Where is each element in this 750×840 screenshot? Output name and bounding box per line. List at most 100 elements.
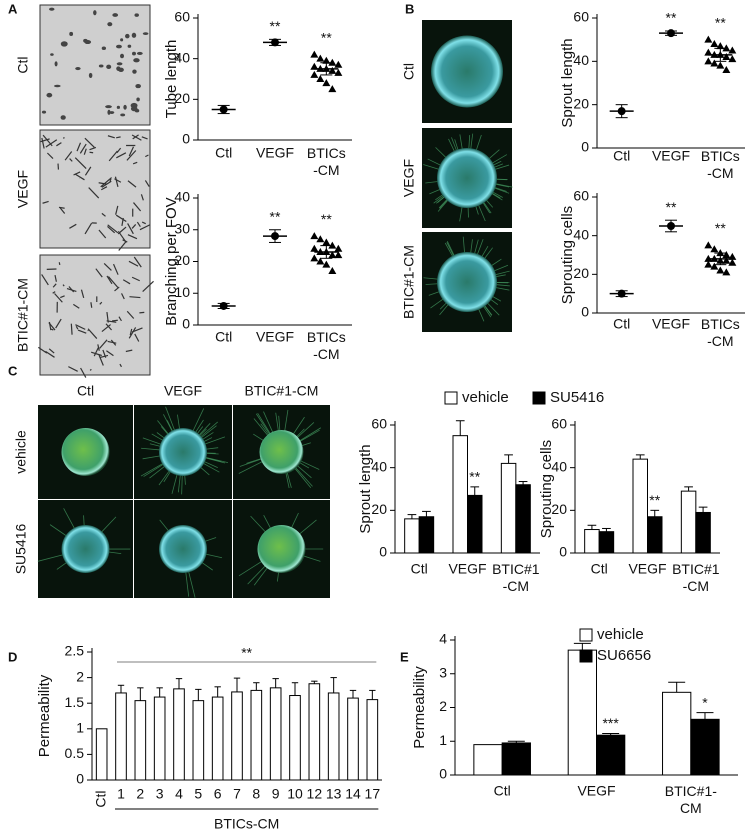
tube (64, 151, 73, 161)
bar (473, 744, 503, 776)
sprout (255, 413, 271, 436)
bar (153, 696, 166, 781)
sprout (199, 421, 218, 439)
sprout (278, 415, 281, 433)
tube (131, 134, 142, 141)
sprout (149, 464, 167, 479)
bar (501, 742, 531, 776)
sprout (299, 459, 320, 470)
point (722, 66, 731, 73)
tube (128, 327, 137, 339)
tube (62, 284, 65, 287)
tube (127, 180, 137, 188)
sprout (37, 554, 65, 562)
bar (515, 484, 531, 554)
point (716, 266, 725, 274)
x-tick-label: VEGF (577, 783, 615, 799)
tube (144, 180, 150, 187)
x-tick-label: VEGF (256, 329, 294, 345)
cell (120, 38, 124, 42)
tube (145, 154, 149, 158)
y-tick-label: 4 (439, 631, 447, 647)
cell (131, 32, 137, 38)
tube (103, 263, 112, 271)
image-column-label: Ctl (77, 383, 94, 399)
y-tick-label: 60 (573, 9, 589, 25)
y-tick-label: 0 (182, 316, 190, 332)
annotation: ** (270, 208, 281, 224)
tube (79, 143, 87, 154)
point (316, 235, 325, 243)
sprout (165, 406, 176, 432)
bar (647, 516, 663, 554)
mean-marker (667, 29, 675, 38)
y-tick-label: 1 (439, 732, 447, 748)
tube (70, 323, 73, 335)
y-tick-label: 20 (573, 95, 589, 111)
annotation: * (702, 694, 708, 710)
cell (116, 44, 122, 49)
point (328, 251, 337, 259)
cell (127, 44, 132, 48)
sprout (297, 519, 317, 536)
tube (95, 268, 103, 278)
tube (90, 351, 102, 357)
tube (128, 146, 135, 157)
cell (109, 111, 115, 114)
point (704, 254, 713, 262)
tube (101, 324, 111, 333)
mean-marker (617, 107, 626, 116)
point (322, 79, 331, 87)
tube (40, 138, 50, 143)
tube (127, 234, 138, 240)
y-tick-label: 40 (371, 458, 387, 474)
sprout (301, 555, 321, 562)
cell (123, 104, 127, 110)
bar (584, 529, 600, 554)
bar (366, 699, 379, 781)
sprout (200, 432, 214, 441)
image-row-label: BTIC#1-CM (15, 278, 31, 352)
y-axis-label: Sprout length (357, 444, 374, 533)
cell (135, 84, 141, 89)
sprout (423, 164, 442, 171)
bar (596, 734, 626, 776)
bar (115, 692, 127, 781)
y-axis-label: Permeability (36, 674, 53, 757)
y-axis-label: Branching per FOV (163, 197, 180, 325)
bar (404, 518, 420, 554)
point (328, 267, 337, 275)
point (722, 251, 731, 258)
spheroid (259, 430, 304, 474)
sprout (476, 239, 484, 257)
tube (89, 368, 92, 371)
point (704, 241, 713, 249)
tube (46, 152, 54, 160)
sprout (151, 433, 165, 442)
annotation: ** (270, 18, 281, 34)
tube (107, 340, 117, 344)
mean-marker (271, 232, 279, 241)
sprout (477, 202, 486, 222)
x-tick-label: BTICs -CM (701, 316, 740, 349)
sprout (298, 427, 322, 442)
tube (111, 319, 118, 322)
point (316, 54, 325, 62)
x-tick-label: VEGF (256, 145, 294, 161)
image-row-label: SU5416 (13, 523, 29, 574)
y-tick-label: 2 (439, 698, 447, 714)
bar (231, 691, 243, 781)
y-tick-label: 0 (581, 304, 589, 320)
point (716, 249, 725, 257)
y-tick-label: 0.5 (65, 745, 85, 761)
point (322, 238, 331, 246)
tube (142, 280, 154, 292)
x-tick-label: 1 (117, 786, 125, 802)
tube (69, 158, 73, 162)
y-tick-label: 60 (573, 188, 589, 204)
cell (125, 33, 130, 39)
tube (75, 324, 86, 330)
sprout (292, 416, 305, 436)
tube (101, 212, 106, 217)
sprout (493, 182, 513, 188)
